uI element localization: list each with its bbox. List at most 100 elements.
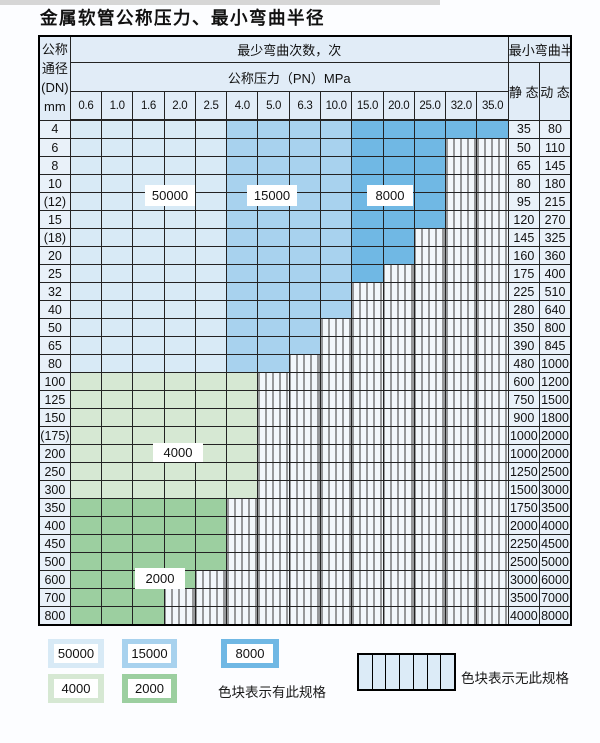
dn-cell: 32 xyxy=(38,282,71,301)
dn-cell: 800 xyxy=(38,606,71,626)
table-row: (12) 95 215 xyxy=(38,192,572,211)
no-spec-cell xyxy=(476,174,509,193)
spec-cell xyxy=(257,318,290,337)
static-radius-cell: 1500 xyxy=(507,480,541,499)
no-spec-cell xyxy=(257,606,290,626)
static-radius-cell: 600 xyxy=(507,372,541,391)
legend-swatch-label: 2000 xyxy=(128,679,171,698)
spec-cell xyxy=(257,282,290,301)
spec-cell xyxy=(101,119,134,139)
spec-cell xyxy=(101,246,134,265)
no-spec-cell xyxy=(413,354,447,373)
dn-cell: 4 xyxy=(38,119,71,139)
pressure-col-header: 2.0 xyxy=(163,91,196,121)
no-spec-cell xyxy=(320,588,353,607)
spec-cell xyxy=(226,300,259,319)
spec-cell xyxy=(69,570,103,589)
cycles-label-8000: 8000 xyxy=(367,185,413,206)
dynamic-radius-cell: 3000 xyxy=(539,480,572,499)
no-spec-legend-cell xyxy=(413,655,428,689)
dynamic-column-header: 动 态 xyxy=(539,62,572,121)
dn-cell: 50 xyxy=(38,318,71,337)
spec-cell xyxy=(69,354,103,373)
no-spec-cell xyxy=(257,552,290,571)
no-spec-cell xyxy=(351,336,384,355)
spec-cell xyxy=(288,210,322,229)
no-spec-cell xyxy=(382,408,415,427)
no-spec-cell xyxy=(320,390,353,409)
no-spec-cell xyxy=(476,336,509,355)
no-spec-cell xyxy=(288,426,322,445)
spec-cell xyxy=(163,246,196,265)
spec-cell xyxy=(132,516,165,535)
spec-cell xyxy=(101,498,134,517)
static-radius-cell: 120 xyxy=(507,210,541,229)
spec-cell xyxy=(163,534,196,553)
spec-cell xyxy=(101,552,134,571)
dn-cell: 250 xyxy=(38,462,71,481)
dn-cell: 15 xyxy=(38,210,71,229)
static-radius-cell: 95 xyxy=(507,192,541,211)
spec-cell xyxy=(226,282,259,301)
static-radius-cell: 175 xyxy=(507,264,541,283)
no-spec-cell xyxy=(320,408,353,427)
dn-cell: 8 xyxy=(38,156,71,175)
spec-cell xyxy=(69,552,103,571)
no-spec-cell xyxy=(226,570,259,589)
no-spec-cell xyxy=(226,552,259,571)
spec-cell xyxy=(226,156,259,175)
static-radius-cell: 750 xyxy=(507,390,541,409)
spec-cell xyxy=(132,462,165,481)
dn-cell: 65 xyxy=(38,336,71,355)
dynamic-radius-cell: 3500 xyxy=(539,498,572,517)
dynamic-radius-cell: 215 xyxy=(539,192,572,211)
spec-cell xyxy=(413,119,447,139)
pressure-header: 公称压力（PN）MPa xyxy=(69,62,509,92)
static-radius-cell: 225 xyxy=(507,282,541,301)
no-spec-cell xyxy=(476,516,509,535)
spec-cell xyxy=(69,192,103,211)
spec-cell xyxy=(226,444,259,463)
spec-cell xyxy=(257,300,290,319)
spec-cell xyxy=(101,156,134,175)
dn-cell: (12) xyxy=(38,192,71,211)
no-spec-cell xyxy=(413,588,447,607)
spec-cell xyxy=(101,390,134,409)
no-spec-cell xyxy=(320,426,353,445)
no-spec-cell xyxy=(257,426,290,445)
table-row: 250 1250 2500 xyxy=(38,462,572,481)
spec-cell xyxy=(351,228,384,247)
no-spec-cell xyxy=(257,516,290,535)
spec-cell xyxy=(226,426,259,445)
dn-cell: 40 xyxy=(38,300,71,319)
table-row: 25 175 400 xyxy=(38,264,572,283)
spec-cell xyxy=(101,408,134,427)
spec-cell xyxy=(69,426,103,445)
table-row: 800 4000 8000 xyxy=(38,606,572,626)
no-spec-cell xyxy=(476,570,509,589)
no-spec-cell xyxy=(351,300,384,319)
spec-cell xyxy=(194,426,228,445)
no-spec-cell xyxy=(351,606,384,626)
dynamic-radius-cell: 145 xyxy=(539,156,572,175)
legend-no-spec-text: 色块表示无此规格 xyxy=(461,671,569,686)
no-spec-cell xyxy=(320,444,353,463)
spec-cell xyxy=(382,210,415,229)
spec-cell xyxy=(413,156,447,175)
no-spec-cell xyxy=(413,462,447,481)
spec-cell xyxy=(257,210,290,229)
spec-cell xyxy=(194,354,228,373)
spec-cell xyxy=(257,119,290,139)
table-row: 8 65 145 xyxy=(38,156,572,175)
table-row: 100 600 1200 xyxy=(38,372,572,391)
spec-cell xyxy=(194,372,228,391)
spec-cell xyxy=(226,246,259,265)
no-spec-cell xyxy=(413,480,447,499)
no-spec-cell xyxy=(445,246,478,265)
static-radius-cell: 390 xyxy=(507,336,541,355)
spec-cell xyxy=(163,264,196,283)
no-spec-cell xyxy=(320,354,353,373)
dynamic-radius-cell: 6000 xyxy=(539,570,572,589)
table-row: 50 350 800 xyxy=(38,318,572,337)
table-row: 80 480 1000 xyxy=(38,354,572,373)
